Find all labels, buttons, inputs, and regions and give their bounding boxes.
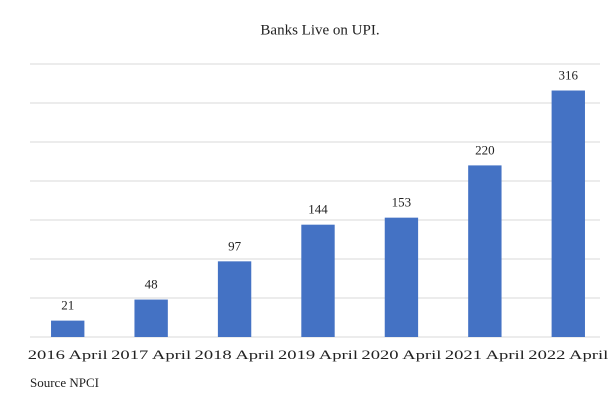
data-label: 220 [475,142,495,157]
data-label: 153 [392,195,412,210]
data-label: 21 [61,298,74,313]
bar [551,90,585,338]
x-tick-label: 2020 April [361,347,442,362]
x-tick-label: 2021 April [445,347,526,362]
chart-title: Banks Live on UPI. [260,22,379,38]
x-tick-label: 2022 April [528,347,608,362]
x-tick-label: 2018 April [195,347,276,362]
x-tick-label: 2017 April [111,347,192,362]
bar [217,261,252,337]
bar [301,224,335,337]
data-label: 144 [308,202,328,217]
x-tick-label: 2019 April [278,347,359,362]
source-note: Source NPCI [30,375,99,390]
data-label: 48 [145,277,158,292]
bar [384,217,419,337]
data-label: 97 [228,238,242,253]
data-label: 316 [559,68,579,83]
bar [134,299,168,337]
x-tick-label: 2016 April [28,347,109,362]
bar [468,165,502,337]
bar [51,320,85,337]
